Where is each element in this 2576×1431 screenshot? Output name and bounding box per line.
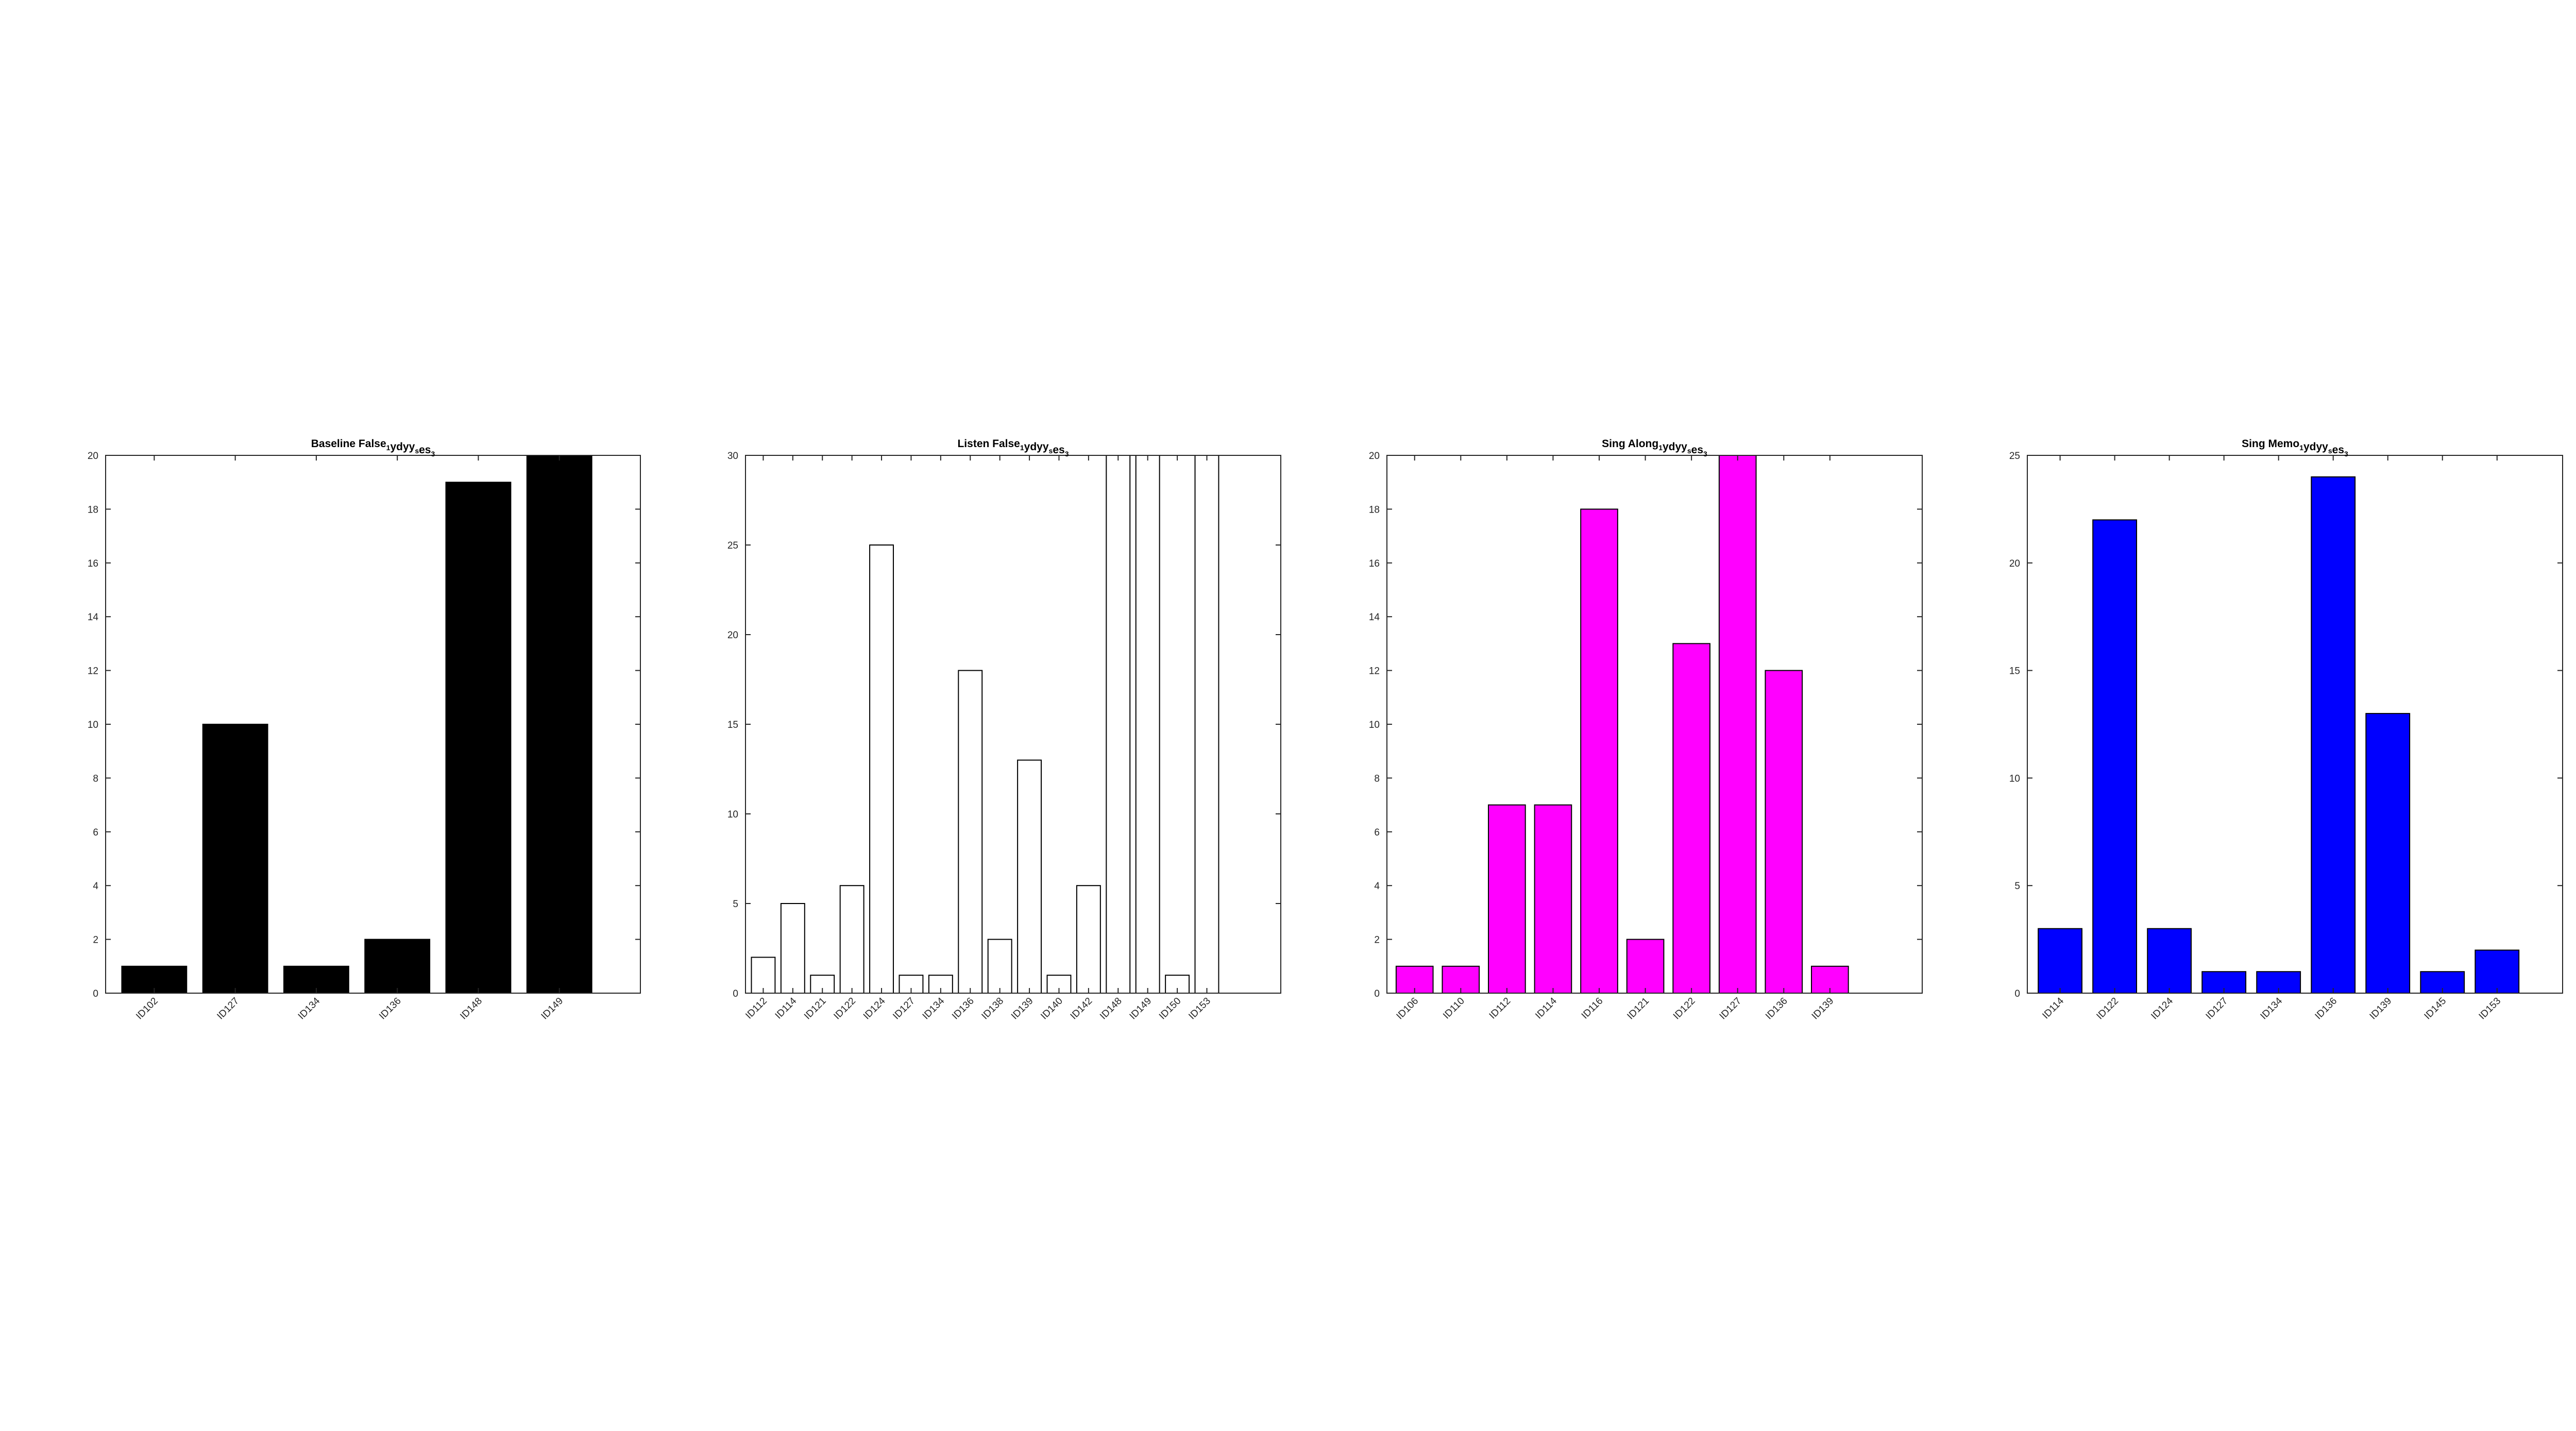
bar-id121 [1626, 939, 1665, 994]
y-tick-label: 15 [2009, 666, 2020, 677]
y-tick-label: 16 [1369, 558, 1380, 569]
bar-id138 [987, 939, 1012, 994]
bar-id112 [751, 957, 776, 994]
y-tick-label: 2 [93, 935, 98, 946]
y-tick-label: 18 [88, 504, 98, 515]
chart-title: Sing Memo1ydyyses3 [2242, 438, 2348, 458]
y-tick-label: 10 [1369, 720, 1380, 730]
y-tick-label: 10 [727, 809, 738, 820]
y-tick-label: 14 [88, 612, 99, 623]
y-tick-label: 0 [1374, 989, 1380, 999]
y-tick-label: 16 [88, 558, 98, 569]
y-tick-label: 0 [733, 989, 738, 999]
y-tick-label: 30 [727, 451, 738, 462]
bar-id153 [1194, 455, 1219, 994]
y-tick-label: 8 [1374, 773, 1380, 784]
bar-id142 [1076, 885, 1101, 994]
y-tick-label: 20 [1369, 451, 1380, 462]
y-tick-label: 20 [88, 451, 98, 462]
bar-id153 [2475, 949, 2520, 994]
bar-id148 [1106, 455, 1131, 994]
bar-id136 [1765, 670, 1803, 994]
chart-title: Listen False1ydyyses3 [957, 438, 1069, 458]
bar-id112 [1488, 804, 1526, 994]
bar-id127 [1718, 455, 1757, 994]
y-tick-label: 10 [2009, 773, 2020, 784]
y-tick-label: 8 [93, 773, 98, 784]
bar-id134 [2256, 971, 2301, 994]
bar-id127 [202, 724, 268, 994]
y-tick-label: 10 [88, 720, 98, 730]
y-tick-label: 12 [1369, 666, 1380, 677]
bar-id114 [1534, 804, 1572, 994]
bar-id148 [445, 482, 512, 994]
y-tick-label: 0 [2014, 989, 2020, 999]
bar-id114 [780, 903, 805, 994]
bar-id122 [2092, 519, 2138, 994]
y-tick-label: 20 [2009, 558, 2020, 569]
y-tick-label: 5 [733, 899, 738, 910]
y-tick-label: 5 [2014, 881, 2020, 892]
y-tick-label: 14 [1369, 612, 1380, 623]
bar-id136 [2311, 476, 2356, 994]
chart-title: Baseline False1ydyyses3 [311, 438, 435, 458]
y-tick-label: 4 [1374, 881, 1380, 892]
bar-id124 [2147, 928, 2192, 994]
bar-id149 [1135, 455, 1160, 994]
bar-id116 [1580, 508, 1618, 994]
y-tick-label: 25 [727, 540, 738, 551]
y-tick-label: 18 [1369, 504, 1380, 515]
axes-box [2027, 455, 2563, 994]
y-tick-label: 0 [93, 989, 98, 999]
y-tick-label: 2 [1374, 935, 1380, 946]
y-tick-label: 20 [727, 630, 738, 641]
bar-id139 [1017, 759, 1042, 994]
y-tick-label: 6 [1374, 827, 1380, 838]
bar-id149 [526, 455, 592, 994]
bar-id136 [364, 939, 431, 994]
y-tick-label: 6 [93, 827, 98, 838]
bar-id139 [2365, 713, 2411, 994]
bar-id122 [839, 885, 865, 994]
y-tick-label: 12 [88, 666, 98, 677]
bar-id136 [958, 670, 983, 994]
y-tick-label: 15 [727, 720, 738, 730]
y-tick-label: 25 [2009, 451, 2020, 462]
y-tick-label: 4 [93, 881, 98, 892]
bar-id124 [869, 544, 894, 994]
bar-id122 [1672, 643, 1710, 994]
chart-title: Sing Along1ydyyses3 [1602, 438, 1707, 458]
bar-id114 [2038, 928, 2083, 994]
